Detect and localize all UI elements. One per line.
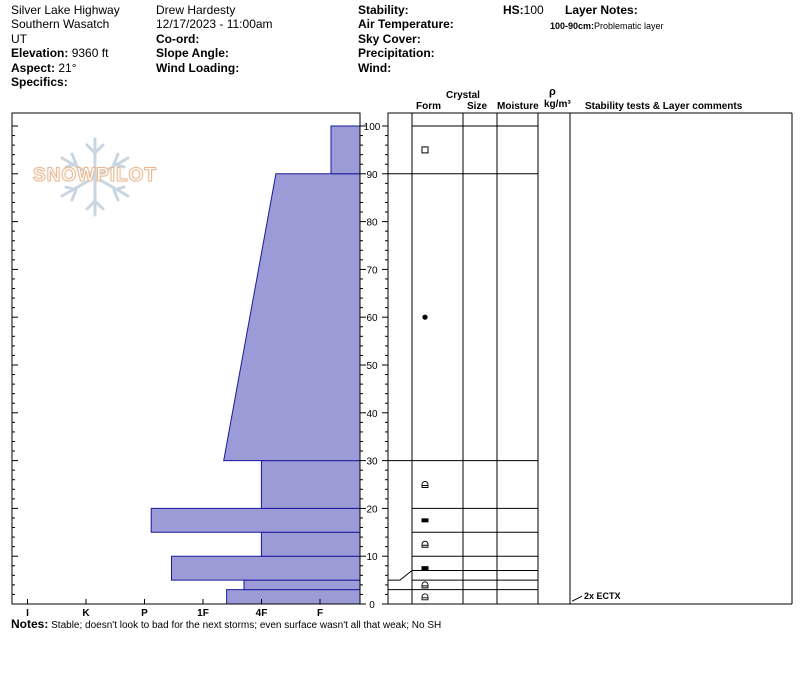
air-temperature-label: Air Temperature:	[358, 17, 454, 31]
rho-header: ρ	[549, 86, 556, 98]
hardness-layer-1	[243, 579, 361, 591]
state-name: UT	[11, 32, 27, 46]
slope-angle-label: Slope Angle:	[156, 46, 229, 60]
range-name: Southern Wasatch	[11, 17, 110, 31]
y-tick-label-50: 50	[366, 361, 378, 372]
stability-label: Stability:	[358, 3, 409, 17]
hardness-layer-3	[260, 531, 361, 557]
y-tick-label-70: 70	[366, 265, 378, 276]
moisture-header: Moisture	[497, 101, 539, 112]
specifics-label: Specifics:	[11, 75, 68, 89]
x-tick-label-4F: 4F	[256, 608, 268, 619]
location-name: Silver Lake Highway	[11, 3, 120, 17]
boundary-connector-1	[388, 570, 413, 581]
crust-icon	[421, 566, 429, 571]
wind-loading-label: Wind Loading:	[156, 61, 240, 75]
elevation-value: 9360 ft	[71, 46, 109, 60]
notes-text: Stable; doesn't look to bad for the next…	[48, 620, 442, 631]
hardness-layer-0	[226, 589, 361, 605]
coord-label: Co-ord:	[156, 32, 200, 46]
y-tick-label-0: 0	[369, 600, 375, 611]
snowpilot-logo: SNOWPILOT	[30, 135, 160, 219]
snow-height: HS:100	[503, 3, 544, 17]
stability-test-label: 2x ECTX	[584, 591, 621, 601]
rounded-grain-icon	[422, 314, 428, 320]
notes: Notes: Stable; doesn't look to bad for t…	[11, 617, 441, 633]
y-tick-label-60: 60	[366, 313, 378, 324]
layer-note-range: 100-90cm:	[550, 21, 595, 31]
x-tick-label-K: K	[82, 608, 90, 619]
observer-name: Drew Hardesty	[156, 3, 236, 17]
notes-label: Notes:	[11, 617, 49, 631]
stability-test-pointer	[571, 595, 583, 602]
density-unit-header: kg/m³	[544, 99, 571, 110]
aspect-value: 21°	[58, 61, 77, 75]
y-tick-label-100: 100	[364, 122, 381, 133]
x-tick-label-P: P	[141, 608, 148, 619]
crust-icon	[421, 518, 429, 523]
stability-comments-header: Stability tests & Layer comments	[585, 101, 743, 112]
aspect: Aspect: 21°	[11, 61, 77, 75]
faceted-rounding-icon	[421, 540, 429, 548]
wind-label: Wind:	[358, 61, 392, 75]
snowflake-icon	[60, 137, 130, 217]
hardness-layer-7	[330, 125, 361, 175]
form-header: Form	[416, 101, 441, 112]
x-tick-label-I: I	[26, 608, 29, 619]
crystal-header: Crystal	[446, 90, 480, 101]
faceted-grain-icon	[421, 146, 429, 154]
sky-cover-label: Sky Cover:	[358, 32, 421, 46]
hs-value: 100	[523, 3, 544, 17]
hardness-layer-5	[260, 460, 361, 509]
aspect-label: Aspect:	[11, 61, 56, 75]
precipitation-label: Precipitation:	[358, 46, 435, 60]
y-tick-label-10: 10	[366, 552, 378, 563]
hs-label: HS:	[503, 3, 524, 17]
y-tick-label-40: 40	[366, 409, 378, 420]
faceted-rounding-icon	[421, 481, 429, 488]
layer-note: 100-90cm:Problematic layer	[550, 19, 664, 33]
layer-notes-label: Layer Notes:	[565, 3, 638, 17]
observation-datetime: 12/17/2023 - 11:00am	[156, 17, 273, 31]
hardness-layer-2	[171, 555, 361, 581]
layer-note-text: Problematic layer	[594, 21, 664, 31]
size-header: Size	[467, 101, 488, 112]
hardness-layer-4	[150, 507, 361, 533]
elevation: Elevation: 9360 ft	[11, 46, 108, 60]
faceted-rounding-icon	[421, 581, 429, 589]
faceted-rounding-icon	[421, 593, 429, 601]
crystal-table-frame	[387, 112, 571, 605]
y-tick-label-20: 20	[366, 504, 378, 515]
elevation-label: Elevation:	[11, 46, 69, 60]
x-tick-label-F: F	[317, 608, 323, 619]
y-tick-label-90: 90	[366, 170, 378, 181]
logo-text: SNOWPILOT	[32, 165, 158, 187]
hardness-layer-6	[223, 173, 361, 462]
y-tick-label-30: 30	[366, 457, 378, 468]
x-tick-label-1F: 1F	[197, 608, 209, 619]
y-tick-label-80: 80	[366, 218, 378, 229]
